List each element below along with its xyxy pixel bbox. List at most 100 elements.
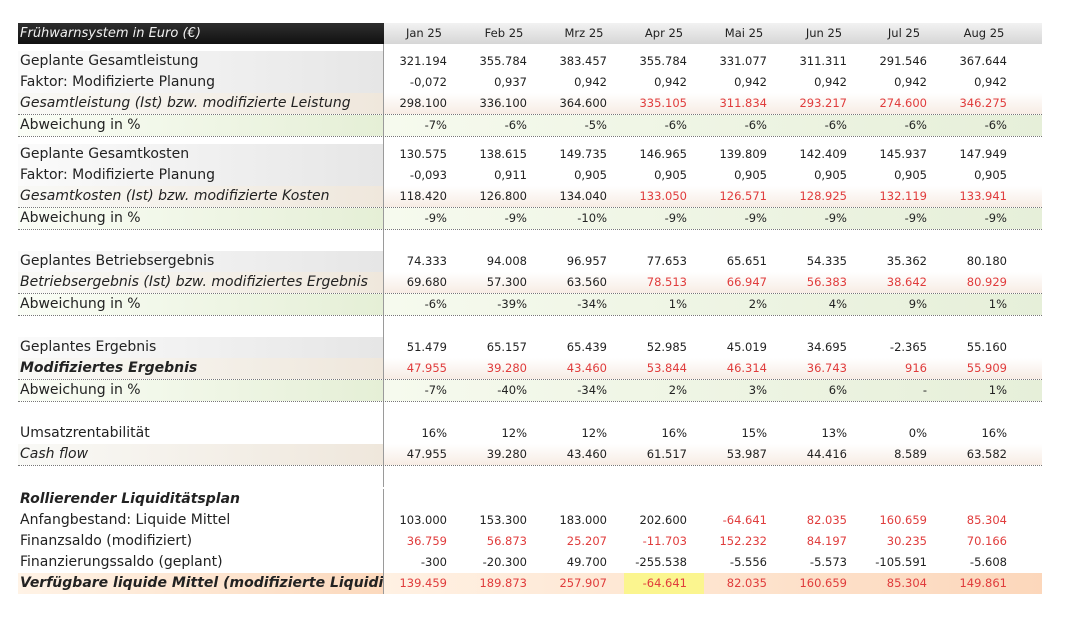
- table-cell[interactable]: 133.050: [639, 189, 687, 203]
- table-cell[interactable]: -34%: [577, 297, 607, 311]
- table-cell[interactable]: 16%: [981, 426, 1007, 440]
- table-cell[interactable]: 56.873: [486, 534, 527, 548]
- table-cell[interactable]: 274.600: [879, 96, 927, 110]
- table-cell[interactable]: 46.314: [726, 361, 767, 375]
- table-cell[interactable]: -34%: [577, 383, 607, 397]
- table-cell[interactable]: 63.560: [566, 275, 607, 289]
- table-cell[interactable]: 57.300: [486, 275, 527, 289]
- table-cell[interactable]: -6%: [424, 297, 447, 311]
- table-cell[interactable]: 139.809: [719, 147, 767, 161]
- table-cell[interactable]: -2.365: [889, 340, 927, 354]
- table-cell[interactable]: 149.861: [959, 576, 1007, 590]
- table-cell[interactable]: 149.735: [559, 147, 607, 161]
- table-cell[interactable]: 45.019: [726, 340, 767, 354]
- month-header[interactable]: Jun 25: [805, 26, 843, 40]
- table-cell[interactable]: -0,093: [409, 168, 447, 182]
- table-cell[interactable]: -6%: [744, 118, 767, 132]
- table-cell[interactable]: 1%: [988, 383, 1007, 397]
- table-cell[interactable]: 70.166: [966, 534, 1007, 548]
- table-cell[interactable]: 69.680: [406, 275, 447, 289]
- table-cell[interactable]: 39.280: [486, 361, 527, 375]
- table-cell[interactable]: -255.538: [635, 555, 687, 569]
- table-cell[interactable]: 132.119: [879, 189, 927, 203]
- table-cell[interactable]: 12%: [501, 426, 527, 440]
- month-header[interactable]: Mrz 25: [564, 26, 604, 40]
- table-cell[interactable]: 0,905: [814, 168, 847, 182]
- table-cell[interactable]: 118.420: [399, 189, 447, 203]
- table-cell[interactable]: -39%: [497, 297, 527, 311]
- table-cell[interactable]: 311.311: [799, 54, 847, 68]
- table-cell[interactable]: -5.608: [969, 555, 1007, 569]
- table-cell[interactable]: 0%: [908, 426, 927, 440]
- table-cell[interactable]: -5.556: [729, 555, 767, 569]
- table-cell[interactable]: 44.416: [806, 447, 847, 461]
- table-cell[interactable]: 36.743: [806, 361, 847, 375]
- table-cell[interactable]: 0,942: [894, 75, 927, 89]
- table-cell[interactable]: 16%: [661, 426, 687, 440]
- table-cell[interactable]: 128.925: [799, 189, 847, 203]
- table-cell[interactable]: 6%: [828, 383, 847, 397]
- table-cell[interactable]: 0,905: [894, 168, 927, 182]
- table-cell[interactable]: 66.947: [726, 275, 767, 289]
- table-cell[interactable]: 0,937: [494, 75, 527, 89]
- table-cell[interactable]: 36.759: [406, 534, 447, 548]
- table-cell[interactable]: 147.949: [959, 147, 1007, 161]
- table-cell[interactable]: 146.965: [639, 147, 687, 161]
- table-cell[interactable]: 0,942: [654, 75, 687, 89]
- table-cell[interactable]: 65.651: [726, 254, 767, 268]
- table-cell[interactable]: 153.300: [479, 513, 527, 527]
- table-cell[interactable]: 35.362: [886, 254, 927, 268]
- table-cell[interactable]: -5.573: [809, 555, 847, 569]
- table-cell[interactable]: 94.008: [486, 254, 527, 268]
- table-cell[interactable]: -64.641: [624, 573, 704, 594]
- table-cell[interactable]: 85.304: [966, 513, 1007, 527]
- table-cell[interactable]: 80.180: [966, 254, 1007, 268]
- table-cell[interactable]: 39.280: [486, 447, 527, 461]
- table-cell[interactable]: -7%: [424, 383, 447, 397]
- table-cell[interactable]: 55.160: [966, 340, 1007, 354]
- table-cell[interactable]: 0,942: [574, 75, 607, 89]
- table-cell[interactable]: 0,942: [814, 75, 847, 89]
- month-header[interactable]: Jan 25: [405, 26, 443, 40]
- table-cell[interactable]: 0,905: [974, 168, 1007, 182]
- table-cell[interactable]: 103.000: [399, 513, 447, 527]
- table-cell[interactable]: -7%: [424, 118, 447, 132]
- table-cell[interactable]: 53.987: [726, 447, 767, 461]
- table-cell[interactable]: 9%: [908, 297, 927, 311]
- table-cell[interactable]: -105.591: [875, 555, 927, 569]
- table-cell[interactable]: 25.207: [566, 534, 607, 548]
- table-cell[interactable]: 142.409: [799, 147, 847, 161]
- table-cell[interactable]: 331.077: [719, 54, 767, 68]
- table-cell[interactable]: 47.955: [406, 361, 447, 375]
- table-cell[interactable]: 30.235: [886, 534, 927, 548]
- table-cell[interactable]: 183.000: [559, 513, 607, 527]
- table-cell[interactable]: 3%: [748, 383, 767, 397]
- table-cell[interactable]: 15%: [741, 426, 767, 440]
- table-cell[interactable]: -20.300: [482, 555, 527, 569]
- table-cell[interactable]: -10%: [577, 211, 607, 225]
- table-cell[interactable]: 51.479: [406, 340, 447, 354]
- table-cell[interactable]: -11.703: [642, 534, 687, 548]
- table-cell[interactable]: 56.383: [806, 275, 847, 289]
- table-cell[interactable]: 364.600: [559, 96, 607, 110]
- table-cell[interactable]: -9%: [744, 211, 767, 225]
- table-cell[interactable]: 130.575: [399, 147, 447, 161]
- table-cell[interactable]: 139.459: [399, 576, 447, 590]
- table-cell[interactable]: 34.695: [806, 340, 847, 354]
- table-cell[interactable]: -6%: [504, 118, 527, 132]
- table-cell[interactable]: -9%: [664, 211, 687, 225]
- table-cell[interactable]: 2%: [748, 297, 767, 311]
- table-cell[interactable]: 126.800: [479, 189, 527, 203]
- table-cell[interactable]: 916: [905, 361, 927, 375]
- table-cell[interactable]: -9%: [904, 211, 927, 225]
- table-cell[interactable]: 84.197: [806, 534, 847, 548]
- table-cell[interactable]: 145.937: [879, 147, 927, 161]
- table-cell[interactable]: 0,911: [494, 168, 527, 182]
- table-cell[interactable]: 383.457: [559, 54, 607, 68]
- table-cell[interactable]: 355.784: [479, 54, 527, 68]
- table-cell[interactable]: 0,942: [974, 75, 1007, 89]
- table-cell[interactable]: 336.100: [479, 96, 527, 110]
- table-cell[interactable]: 1%: [988, 297, 1007, 311]
- table-cell[interactable]: 82.035: [726, 576, 767, 590]
- table-cell[interactable]: 0,905: [574, 168, 607, 182]
